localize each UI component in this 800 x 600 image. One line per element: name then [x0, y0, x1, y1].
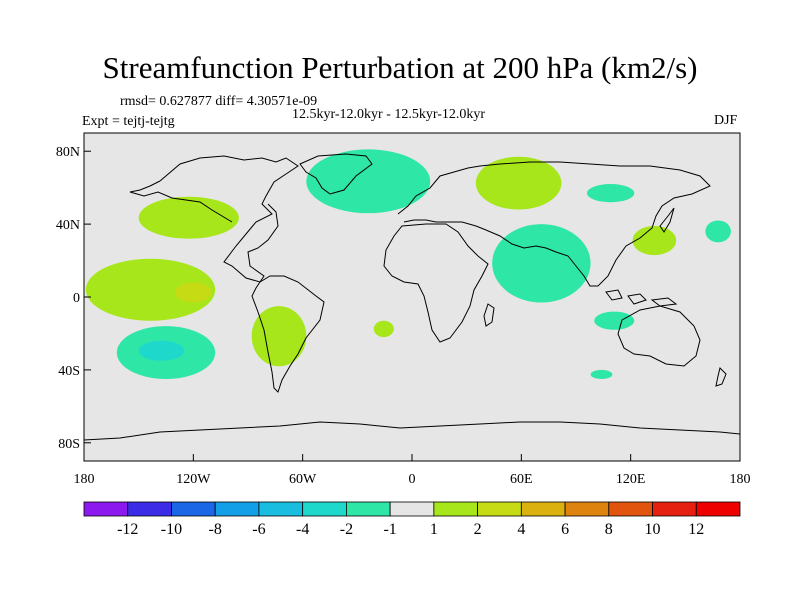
colorbar-label: 12: [688, 521, 704, 538]
alaska-coast: [129, 180, 233, 223]
colorbar-label: 1: [430, 521, 438, 538]
experiment-label: Expt = tejtj-tejtg: [82, 114, 175, 129]
colorbar-box: [302, 501, 347, 517]
x-tick-label: 60E: [510, 472, 533, 487]
colorbar-box: [171, 501, 216, 517]
colorbar-box: [520, 501, 566, 517]
y-tick-label: 40S: [58, 364, 80, 379]
contour-region-13: [373, 320, 394, 338]
colorbar-label: -10: [161, 521, 182, 538]
australia-coast: [617, 305, 701, 367]
antarctica-coast: [84, 421, 740, 441]
colorbar-label: 2: [474, 521, 482, 538]
greenland-coast: [299, 153, 373, 195]
colorbar-label: -6: [252, 521, 265, 538]
y-tick-label: 80S: [58, 437, 80, 452]
contour-fills: [85, 149, 731, 380]
colorbar-box: [127, 501, 172, 517]
x-tick-label: 180: [730, 472, 751, 487]
y-tick-label: 40N: [56, 218, 80, 233]
colorbar-label: -1: [383, 521, 396, 538]
contour-region-0: [138, 196, 239, 239]
south-america-coast: [251, 275, 325, 393]
colorbar-box: [608, 501, 653, 517]
period-label: 12.5kyr-12.0kyr - 12.5kyr-12.0kyr: [292, 107, 486, 122]
colorbar-box: [695, 501, 741, 517]
contour-region-3: [586, 184, 635, 203]
contour-region-14: [590, 369, 613, 380]
rmsd-diff-stats: rmsd= 0.627877 diff= 4.30571e-09: [120, 94, 318, 109]
contour-region-6: [492, 224, 591, 303]
coastlines: [84, 153, 740, 441]
y-tick-label: 0: [73, 291, 80, 306]
europe-asia-coast: [397, 161, 711, 287]
chart-title: Streamfunction Perturbation at 200 hPa (…: [102, 50, 698, 85]
colorbar-box: [258, 501, 304, 517]
colorbar-label: -2: [340, 521, 353, 538]
colorbar-label: 10: [645, 521, 661, 538]
colorbar-box: [214, 501, 260, 517]
new-zealand-coast: [715, 367, 727, 387]
colorbar-label: -4: [296, 521, 309, 538]
colorbar-label: -12: [117, 521, 138, 538]
colorbar-label: -8: [209, 521, 222, 538]
contour-region-5: [705, 220, 731, 243]
colorbar-box: [477, 501, 522, 517]
contour-region-1: [306, 149, 431, 214]
x-tick-label: 180: [74, 472, 95, 487]
colorbar-box: [652, 501, 697, 517]
contour-region-9: [175, 282, 212, 303]
colorbar-label: 6: [561, 521, 569, 538]
colorbar-box: [83, 501, 129, 517]
colorbar-box: [389, 501, 435, 517]
x-tick-label: 120W: [176, 472, 211, 487]
x-tick-label: 0: [409, 472, 416, 487]
contour-region-8: [85, 258, 216, 321]
madagascar-coast: [483, 303, 495, 327]
colorbar-box: [345, 501, 391, 517]
contour-region-11: [138, 340, 185, 361]
japan-coast: [659, 207, 675, 233]
x-tick-label: 60W: [289, 472, 317, 487]
season-label: DJF: [714, 113, 738, 128]
y-tick-label: 80N: [56, 145, 80, 160]
colorbar-box: [433, 501, 479, 517]
contour-region-12: [251, 306, 307, 367]
north-america-coast: [159, 155, 299, 283]
colorbar: -12 -10 -8 -6 -4 -2 -1 1 2 4 6 8 10 12: [83, 501, 741, 538]
colorbar-label: 8: [605, 521, 613, 538]
contour-region-4: [632, 225, 677, 256]
contour-region-2: [475, 156, 562, 210]
colorbar-label: 4: [517, 521, 525, 538]
colorbar-box: [564, 501, 610, 517]
africa-coast: [383, 223, 489, 343]
x-tick-label: 120E: [616, 472, 646, 487]
map-axes: 180 120W 60W 0 60E 120E 180 80N 40N 0 40S 80S: [56, 145, 751, 487]
contour-region-7: [594, 311, 635, 330]
maritime-islands-coast: [605, 289, 678, 307]
